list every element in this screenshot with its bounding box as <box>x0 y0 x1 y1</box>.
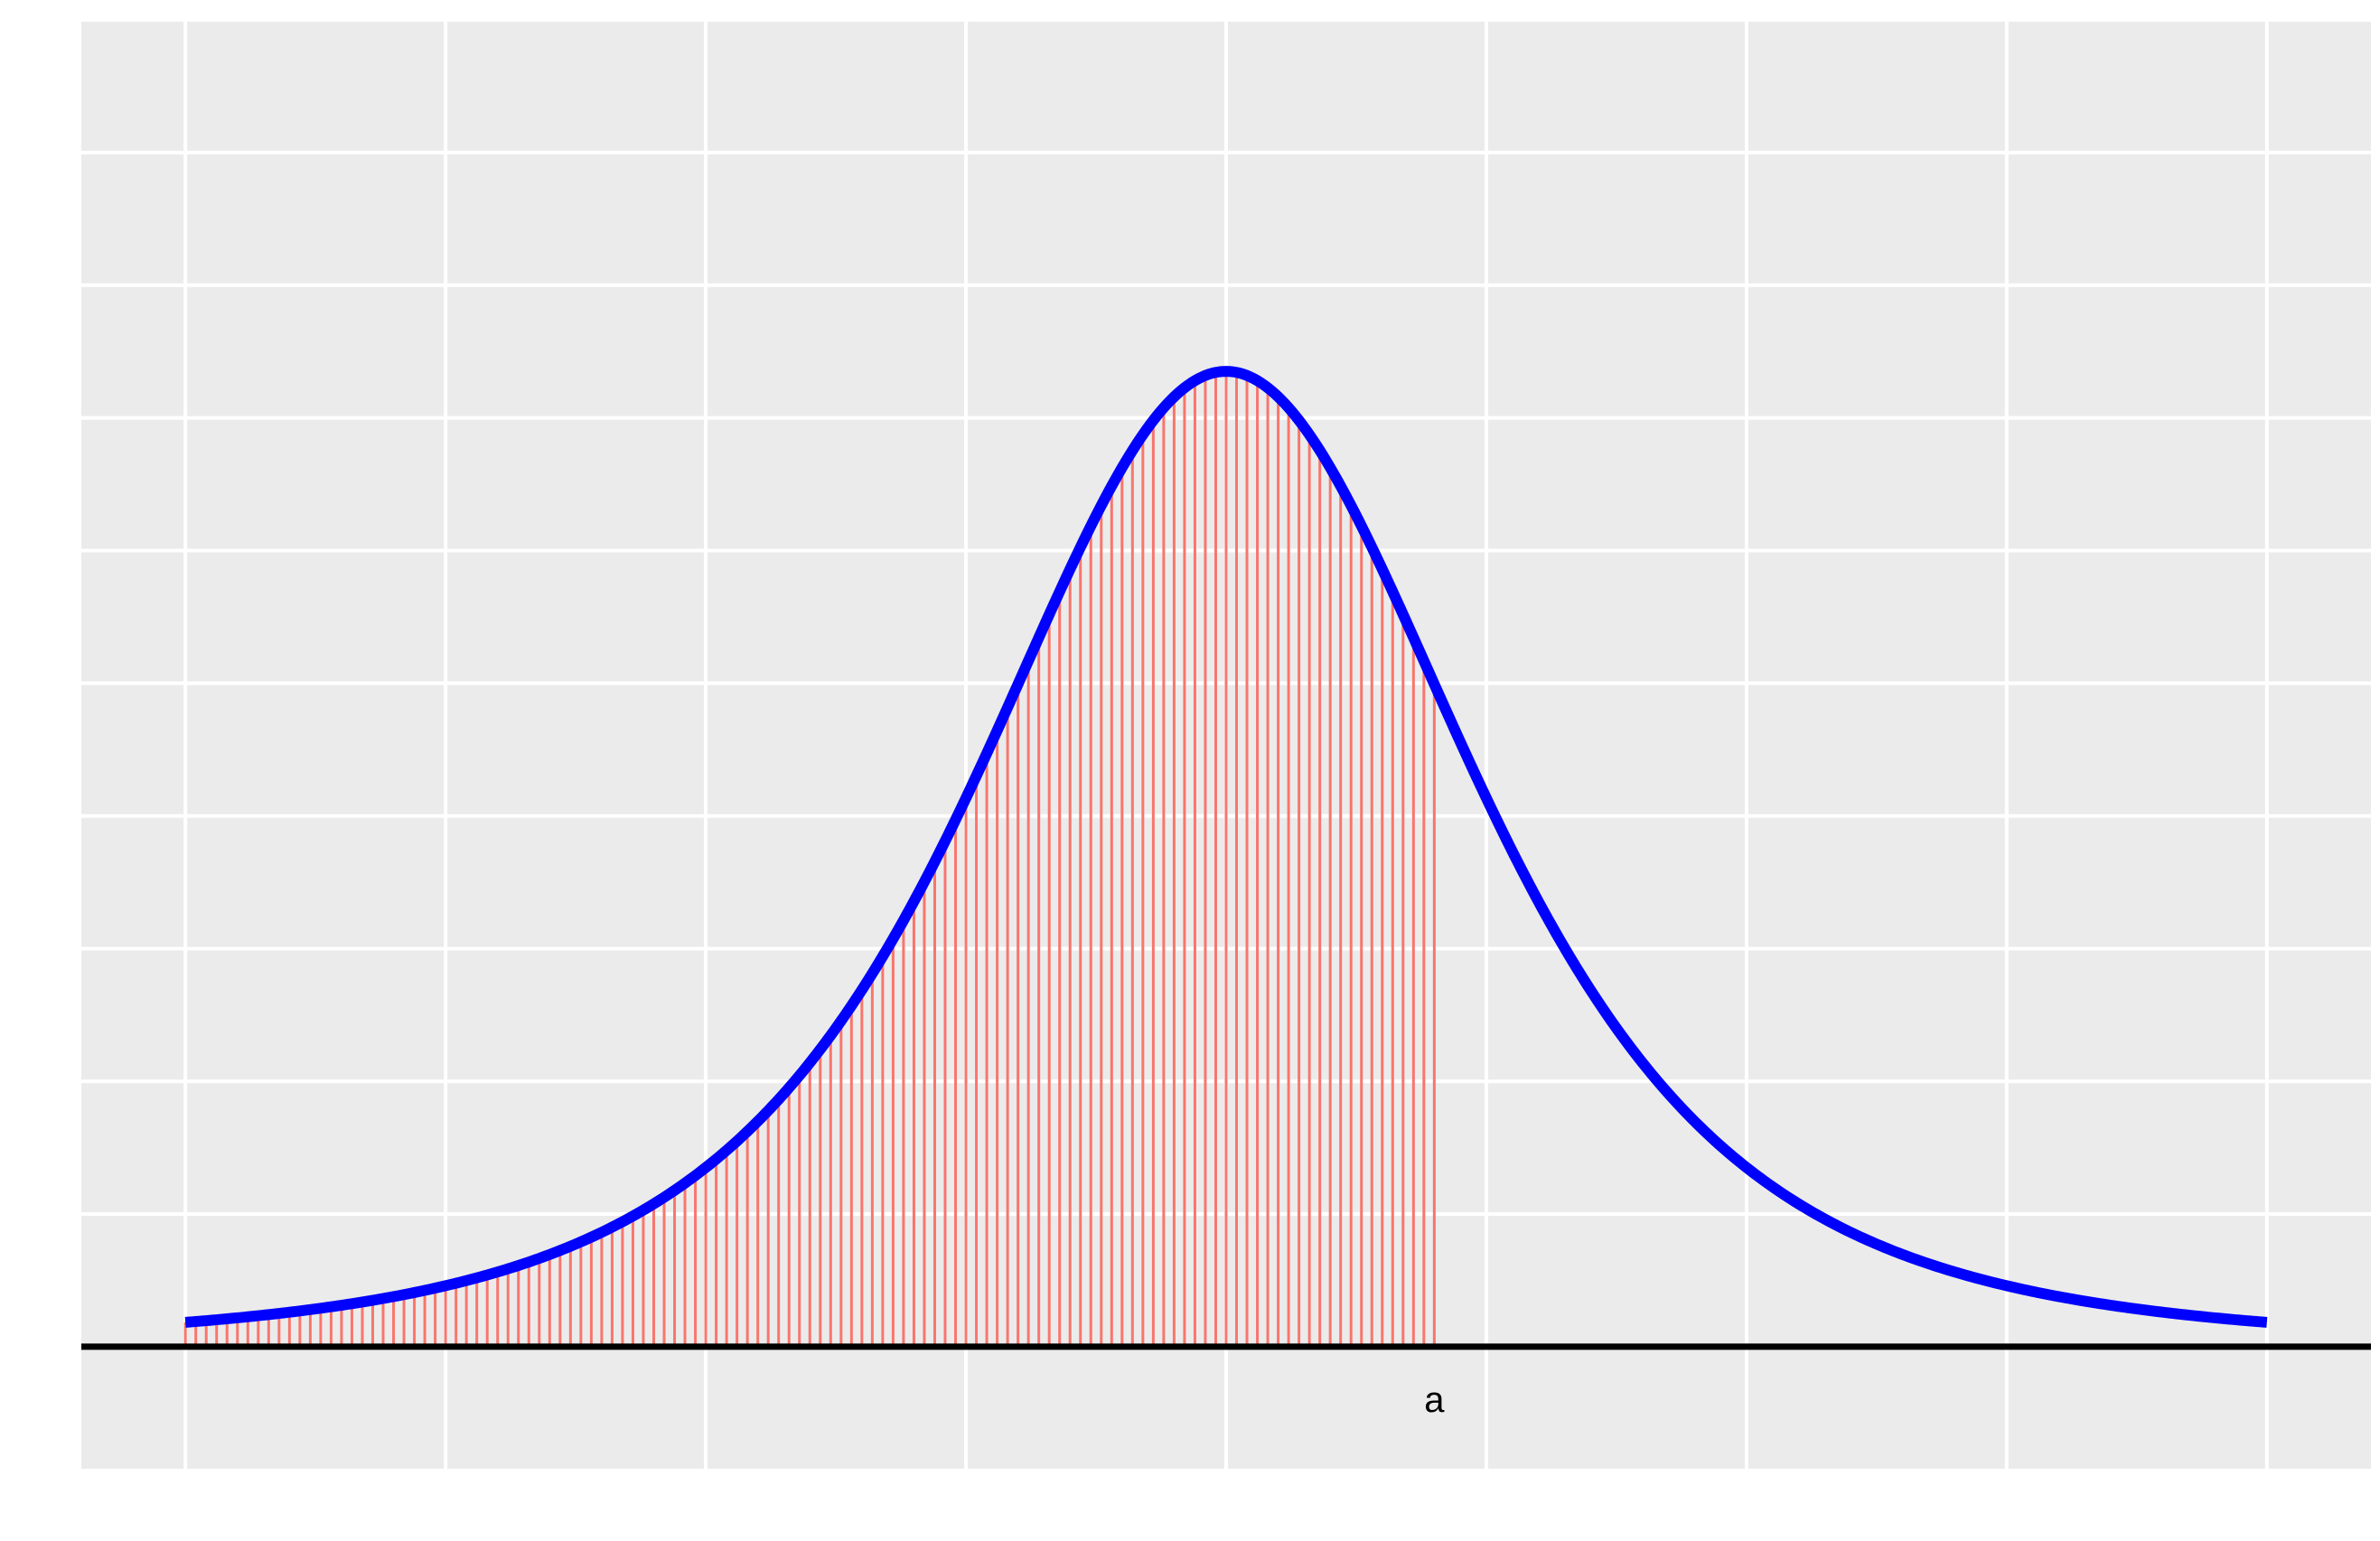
density-curve <box>183 366 2269 1328</box>
shaded-region <box>183 371 1436 1347</box>
annotation-label: a <box>1424 1380 1445 1420</box>
annotations: a <box>1424 1380 1445 1420</box>
x-gridlines <box>183 20 2269 1469</box>
